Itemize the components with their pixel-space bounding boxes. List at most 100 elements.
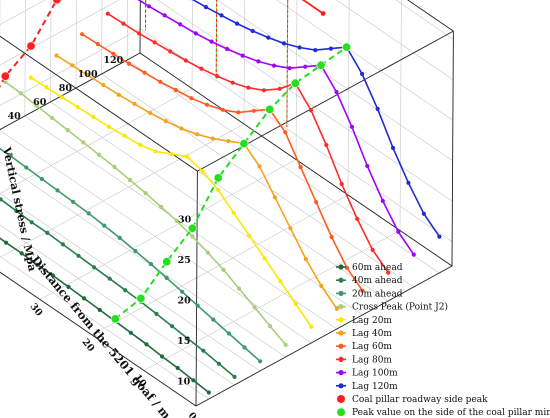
series-point xyxy=(106,124,111,129)
series-point xyxy=(80,32,85,37)
series-point xyxy=(220,107,225,112)
grid-line xyxy=(143,230,401,371)
series-point xyxy=(256,59,261,64)
series-point xyxy=(164,275,169,280)
legend-label: Lag 60m xyxy=(352,342,392,352)
plot-box xyxy=(0,0,454,407)
series-point xyxy=(0,197,3,202)
series-point xyxy=(60,95,65,100)
series-point xyxy=(235,21,240,26)
series-point xyxy=(70,63,75,68)
grid-line xyxy=(0,28,141,106)
series-point xyxy=(65,128,70,133)
series-point xyxy=(75,105,80,110)
series-point xyxy=(123,288,128,293)
red-projection-curve-drop xyxy=(145,0,147,31)
series-point xyxy=(122,133,127,138)
series-point xyxy=(146,4,152,9)
series-point xyxy=(194,132,200,137)
series-point xyxy=(251,108,257,113)
series-point xyxy=(349,124,354,129)
series-point xyxy=(437,234,442,239)
series-point xyxy=(179,126,184,131)
series-point xyxy=(386,270,391,275)
legend-item: 60m ahead xyxy=(336,263,403,273)
series-point xyxy=(81,140,86,145)
series-point xyxy=(258,359,263,364)
series-point xyxy=(421,211,426,216)
grid-line xyxy=(243,0,246,125)
series-point xyxy=(180,289,185,294)
series-point xyxy=(189,96,194,101)
legend-label: 20m ahead xyxy=(352,289,403,299)
grid-line xyxy=(395,0,454,40)
series-point xyxy=(380,198,385,203)
series-point xyxy=(76,253,81,258)
series-point xyxy=(225,46,230,52)
green-peak-marker xyxy=(265,104,275,114)
y-tick-label: 80 xyxy=(59,83,73,94)
grid-line xyxy=(39,159,297,300)
series-point xyxy=(271,63,277,68)
series-point xyxy=(203,5,208,10)
series-point xyxy=(199,66,204,71)
series-point xyxy=(127,177,133,183)
red-peak-marker xyxy=(26,41,36,51)
grid-line xyxy=(347,0,350,196)
grid-line xyxy=(24,0,26,117)
series-point xyxy=(183,58,188,63)
series-point xyxy=(143,191,148,196)
series-point xyxy=(314,200,319,205)
series-lag-100m xyxy=(137,0,416,257)
box-edge xyxy=(0,271,197,407)
series-point xyxy=(303,64,308,69)
legend-item: Lag 20m xyxy=(336,316,392,326)
series-lag-20m xyxy=(28,75,314,329)
legend-swatch-dot xyxy=(338,383,344,389)
series-point xyxy=(328,46,333,51)
z-axis-title: Vertical stress / Mpa xyxy=(0,145,39,272)
grid-line xyxy=(0,0,141,7)
series-point xyxy=(334,89,339,95)
legend-label: 40m ahead xyxy=(352,276,403,286)
series-point xyxy=(35,262,40,267)
series-point xyxy=(209,39,214,44)
series-point xyxy=(24,165,29,170)
series-point xyxy=(277,86,282,91)
series-point xyxy=(154,311,159,316)
series-point xyxy=(101,82,106,88)
series-point xyxy=(185,336,190,341)
series-point xyxy=(132,101,137,106)
z-tick-label: 30 xyxy=(178,215,192,226)
series-point xyxy=(138,142,143,147)
legend-label: Lag 80m xyxy=(352,355,392,365)
legend-item: Lag 80m xyxy=(336,355,392,365)
series-point xyxy=(339,181,344,187)
series-point xyxy=(92,265,97,270)
series-point xyxy=(298,165,303,170)
series-point xyxy=(232,374,237,379)
series-point xyxy=(168,49,173,54)
series-point xyxy=(266,35,271,40)
series-point xyxy=(4,240,9,245)
series-point xyxy=(144,342,149,347)
y-tick-label: 120 xyxy=(103,55,123,66)
series-point xyxy=(329,234,334,240)
series-point xyxy=(246,85,251,90)
series-point xyxy=(216,187,221,193)
z-tick-label: 20 xyxy=(177,296,191,307)
series-lag-40m xyxy=(54,53,339,311)
series-point xyxy=(126,61,132,66)
green-peak-marker xyxy=(316,60,326,70)
series-point xyxy=(19,251,24,256)
legend-item: Coal pillar roadway side peak xyxy=(337,395,488,405)
x-tick-label: 30 xyxy=(28,301,45,318)
legend-item: Peak value on the side of the coal pilla… xyxy=(337,408,550,418)
green-peak-marker xyxy=(213,173,223,183)
series-point xyxy=(133,248,138,254)
series-point xyxy=(60,242,65,247)
series-point xyxy=(169,151,174,157)
series-point xyxy=(82,296,87,301)
grid-line xyxy=(0,52,141,130)
